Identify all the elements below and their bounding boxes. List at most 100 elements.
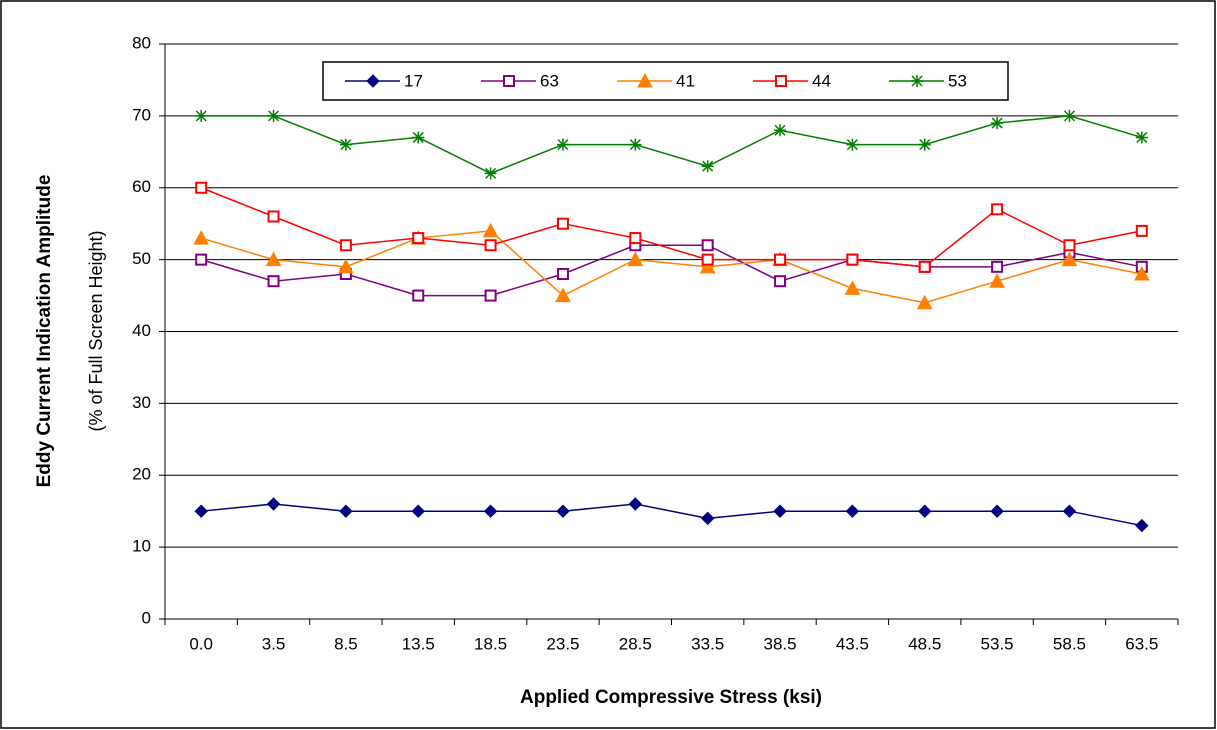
series-line (200, 244, 1142, 297)
marker (918, 138, 931, 151)
x-tick-label: 48.5 (908, 634, 941, 653)
y-tick-label: 40 (132, 321, 151, 340)
marker (482, 222, 499, 238)
marker (1133, 265, 1150, 281)
marker (267, 109, 280, 122)
marker (918, 260, 931, 273)
series-line (200, 187, 1142, 268)
y-axis-sublabel: (% of Full Screen Height) (86, 230, 106, 431)
marker (991, 260, 1004, 273)
marker (503, 75, 515, 87)
marker (701, 160, 714, 173)
legend-label: 41 (676, 71, 695, 90)
marker (989, 273, 1005, 288)
marker (339, 138, 352, 151)
marker (773, 504, 787, 518)
marker (484, 167, 497, 180)
marker (1063, 109, 1076, 122)
y-tick-label: 70 (132, 105, 151, 124)
marker (699, 258, 716, 274)
marker (846, 253, 859, 266)
marker (845, 504, 860, 518)
marker (195, 109, 208, 122)
marker (195, 253, 208, 266)
series-line (201, 115, 1143, 175)
marker (265, 251, 282, 267)
marker (338, 258, 354, 274)
marker (846, 138, 859, 151)
marker (775, 75, 787, 87)
marker (1135, 518, 1149, 533)
marker (194, 504, 208, 518)
marker (1061, 251, 1078, 267)
x-tick-label: 38.5 (763, 634, 796, 653)
x-tick-label: 43.5 (836, 634, 869, 653)
marker (774, 253, 787, 266)
x-tick-label: 0.0 (189, 634, 213, 653)
marker (991, 203, 1004, 216)
marker (267, 275, 280, 288)
marker (412, 232, 425, 245)
marker (991, 117, 1004, 130)
marker (701, 239, 714, 252)
marker (339, 239, 352, 252)
marker (556, 504, 570, 518)
legend-label: 53 (948, 71, 967, 90)
marker (411, 504, 425, 518)
marker (339, 504, 353, 518)
y-tick-label: 50 (132, 249, 151, 268)
x-tick-label: 13.5 (402, 634, 435, 653)
marker (628, 497, 643, 511)
marker (774, 275, 787, 288)
marker (366, 74, 380, 88)
legend-label: 17 (404, 71, 423, 90)
marker (911, 75, 923, 87)
marker (990, 504, 1004, 518)
marker (918, 504, 932, 518)
x-tick-label: 18.5 (474, 634, 507, 653)
marker (700, 511, 715, 526)
marker (193, 230, 210, 245)
marker (701, 253, 714, 266)
marker (267, 210, 280, 223)
marker (484, 289, 497, 302)
y-tick-label: 80 (132, 33, 151, 52)
marker (629, 232, 642, 245)
marker (627, 251, 644, 267)
marker (637, 72, 653, 88)
marker (266, 497, 281, 511)
marker (483, 504, 498, 518)
series-line (201, 503, 1142, 527)
marker (774, 124, 787, 137)
marker (1063, 239, 1076, 252)
series-line (200, 230, 1142, 304)
x-tick-label: 23.5 (546, 634, 579, 653)
x-tick-label: 63.5 (1125, 634, 1158, 653)
legend-label: 63 (540, 71, 559, 90)
marker (1135, 224, 1148, 237)
x-tick-label: 3.5 (262, 634, 286, 653)
marker (629, 138, 642, 151)
x-tick-label: 33.5 (691, 634, 724, 653)
legend-label: 44 (812, 71, 831, 90)
marker (556, 217, 569, 230)
marker (555, 287, 571, 303)
x-axis-label: Applied Compressive Stress (ksi) (520, 687, 822, 708)
y-tick-label: 20 (132, 465, 151, 484)
marker (412, 289, 425, 302)
x-tick-label: 28.5 (619, 634, 652, 653)
y-tick-label: 60 (132, 177, 151, 196)
y-tick-label: 30 (132, 393, 151, 412)
marker (1062, 504, 1077, 518)
x-tick-label: 8.5 (334, 634, 358, 653)
marker (556, 138, 569, 151)
marker (556, 268, 569, 280)
marker (195, 181, 208, 194)
marker (916, 294, 933, 310)
y-axis-label: Eddy Current Indication Amplitude (34, 175, 55, 488)
marker (412, 131, 425, 144)
x-tick-label: 58.5 (1053, 634, 1086, 653)
marker (844, 280, 861, 295)
x-tick-label: 53.5 (981, 634, 1014, 653)
